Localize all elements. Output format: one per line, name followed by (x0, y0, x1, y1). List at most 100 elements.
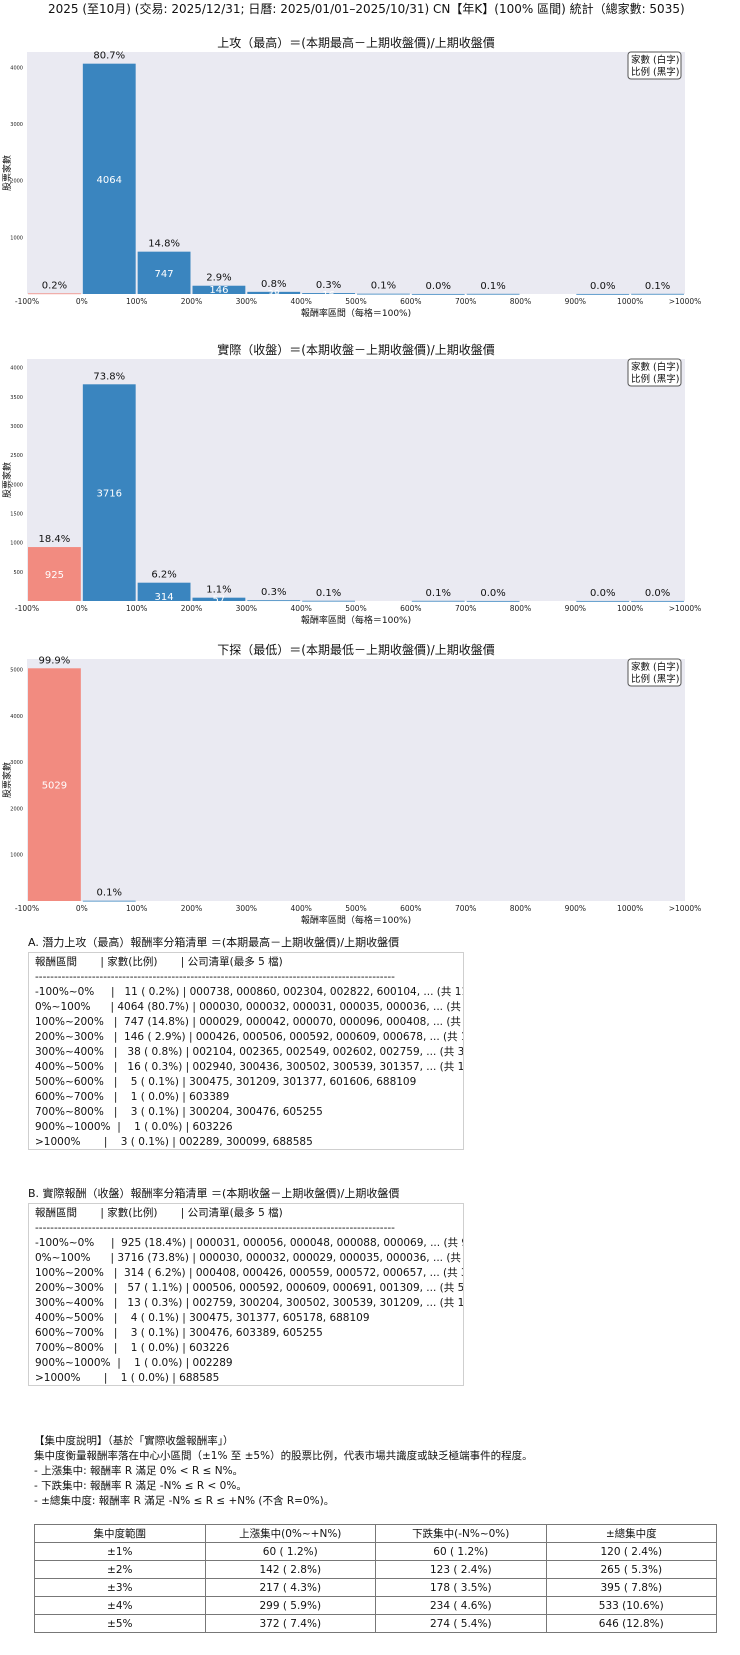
x-tick-label: 700% (455, 604, 476, 613)
x-tick-label: 300% (236, 297, 257, 306)
list-row: 400%~500% | 16 ( 0.3%) | 002940, 300436,… (35, 1061, 464, 1073)
x-tick-label: 100% (126, 604, 147, 613)
x-tick-label: 0% (76, 904, 88, 913)
x-tick-label: 700% (455, 904, 476, 913)
bar (631, 293, 684, 295)
report-title: 2025 (至10月) (交易: 2025/12/31; 日曆: 2025/01… (48, 2, 685, 16)
x-tick-label: 500% (345, 297, 366, 306)
bar (82, 384, 136, 601)
table-cell: 395 ( 7.8%) (545, 1578, 717, 1597)
legend-box (627, 658, 682, 687)
bar-percent-label: 0.8% (261, 279, 286, 290)
y-axis-label: 股票家數 (1, 462, 13, 498)
list-row: 700%~800% | 3 ( 0.1%) | 300204, 300476, … (35, 1106, 323, 1118)
bar-percent-label: 0.0% (645, 588, 670, 599)
bar (576, 293, 630, 295)
table-cell: 60 ( 1.2%) (204, 1542, 376, 1561)
bar (137, 251, 191, 294)
x-tick-label: 200% (181, 297, 202, 306)
x-tick-label: 700% (455, 297, 476, 306)
x-tick-label: 0% (76, 297, 88, 306)
y-tick-label: 500 (13, 570, 23, 576)
x-tick-label: -100% (15, 904, 39, 913)
list-row: 700%~800% | 1 ( 0.0%) | 603226 (35, 1342, 230, 1354)
plot-area (27, 52, 685, 294)
table-cell: ±2% (34, 1560, 206, 1579)
bar (466, 600, 520, 602)
bar (411, 600, 465, 602)
column-header: 上漲集中(0%~+N%) (204, 1524, 376, 1543)
chart-legend: 家數 (白字)比例 (黑字) (627, 658, 682, 687)
bar-count-label: 5029 (42, 781, 67, 792)
x-tick-label: >1000% (669, 297, 702, 306)
bar (466, 293, 520, 295)
bar-percent-label: 0.1% (645, 281, 670, 292)
x-tick-label: 1000% (617, 604, 643, 613)
chart-title: 上攻（最高）＝(本期最高－上期收盤價)/上期收盤價 (217, 35, 494, 50)
chart-legend: 家數 (白字)比例 (黑字) (627, 358, 682, 387)
concentration-note-line: - ±總集中度: 報酬率 R 滿足 -N% ≤ R ≤ +N% (不含 R=0%… (34, 1495, 335, 1507)
y-tick-label: 3000 (10, 122, 23, 128)
legend-box (627, 358, 682, 387)
concentration-note-line: 集中度衡量報酬率落在中心小區間（±1% 至 ±5%）的股票比例，代表市場共識度或… (34, 1450, 533, 1462)
x-tick-label: >1000% (669, 604, 702, 613)
list-row: 200%~300% | 57 ( 1.1%) | 000506, 000592,… (35, 1282, 464, 1294)
y-tick-label: 3000 (10, 760, 23, 766)
bar-count-label: 3716 (97, 489, 122, 500)
list-row: 0%~100% | 4064 (80.7%) | 000030, 000032,… (35, 1001, 464, 1013)
list-row: 300%~400% | 13 ( 0.3%) | 002759, 300204,… (35, 1297, 464, 1309)
legend-count-white: 家數 (白字) (631, 54, 679, 66)
y-tick-label: 2000 (10, 482, 23, 488)
bar-percent-label: 99.9% (39, 655, 71, 666)
bar (631, 600, 684, 602)
legend-percent-black: 比例 (黑字) (631, 66, 679, 78)
bar-percent-label: 0.1% (426, 588, 451, 599)
bar (247, 291, 301, 294)
bar (192, 597, 246, 601)
y-tick-label: 5000 (10, 668, 23, 674)
list-row: 400%~500% | 4 ( 0.1%) | 300475, 301377, … (35, 1312, 370, 1324)
legend-percent-black: 比例 (黑字) (631, 373, 679, 385)
x-tick-label: 500% (345, 904, 366, 913)
concentration-note-line: - 下跌集中: 報酬率 R 滿足 -N% ≤ R < 0%。 (34, 1480, 247, 1492)
y-tick-label: 2000 (10, 179, 23, 185)
x-tick-label: 600% (400, 904, 421, 913)
table-row: ±3% 217 ( 4.3%) 178 ( 3.5%) 395 ( 7.8%) (34, 1578, 717, 1597)
x-tick-label: 500% (345, 604, 366, 613)
x-tick-label: 1000% (617, 297, 643, 306)
column-header: ±總集中度 (545, 1524, 717, 1543)
table-cell: 372 ( 7.4%) (204, 1614, 376, 1633)
bar-percent-label: 0.1% (97, 888, 122, 899)
list-header-row: 報酬區間 | 家數(比例) | 公司清單(最多 5 檔) (35, 956, 283, 968)
bar-percent-label: 0.2% (42, 280, 67, 291)
y-tick-label: 1000 (10, 235, 23, 241)
list-row: 500%~600% | 5 ( 0.1%) | 300475, 301209, … (35, 1076, 417, 1088)
y-tick-label: 3000 (10, 424, 23, 430)
column-header: 集中度範圍 (34, 1524, 206, 1543)
plot-area (27, 359, 685, 601)
list-row: 600%~700% | 1 ( 0.0%) | 603389 (35, 1091, 230, 1103)
y-tick-label: 4000 (10, 714, 23, 720)
list-row: 100%~200% | 747 (14.8%) | 000029, 000042… (35, 1016, 464, 1028)
bar-percent-label: 0.3% (316, 280, 341, 291)
bar (192, 285, 246, 294)
report-header: 2025 (至10月) (交易: 2025/12/31; 日曆: 2025/01… (0, 0, 740, 22)
table-cell: 265 ( 5.3%) (545, 1560, 717, 1579)
x-tick-label: 0% (76, 604, 88, 613)
chart-legend: 家數 (白字)比例 (黑字) (627, 51, 682, 80)
y-tick-label: 1000 (10, 541, 23, 547)
table-cell: 120 ( 2.4%) (545, 1542, 717, 1561)
list-row: 600%~700% | 3 ( 0.1%) | 300476, 603389, … (35, 1327, 323, 1339)
y-tick-label: 4000 (10, 65, 23, 71)
bar-percent-label: 0.0% (590, 588, 615, 599)
concentration-note: 【集中度說明】（基於「實際收盤報酬率」） 集中度衡量報酬率落在中心小區間（±1% … (34, 1434, 724, 1509)
bar-percent-label: 80.7% (93, 51, 125, 62)
y-axis-label: 股票家數 (1, 155, 13, 191)
list-row: 900%~1000% | 1 ( 0.0%) | 002289 (35, 1357, 233, 1369)
bar (302, 293, 355, 294)
bar (28, 547, 81, 601)
bar-percent-label: 2.9% (206, 273, 231, 284)
